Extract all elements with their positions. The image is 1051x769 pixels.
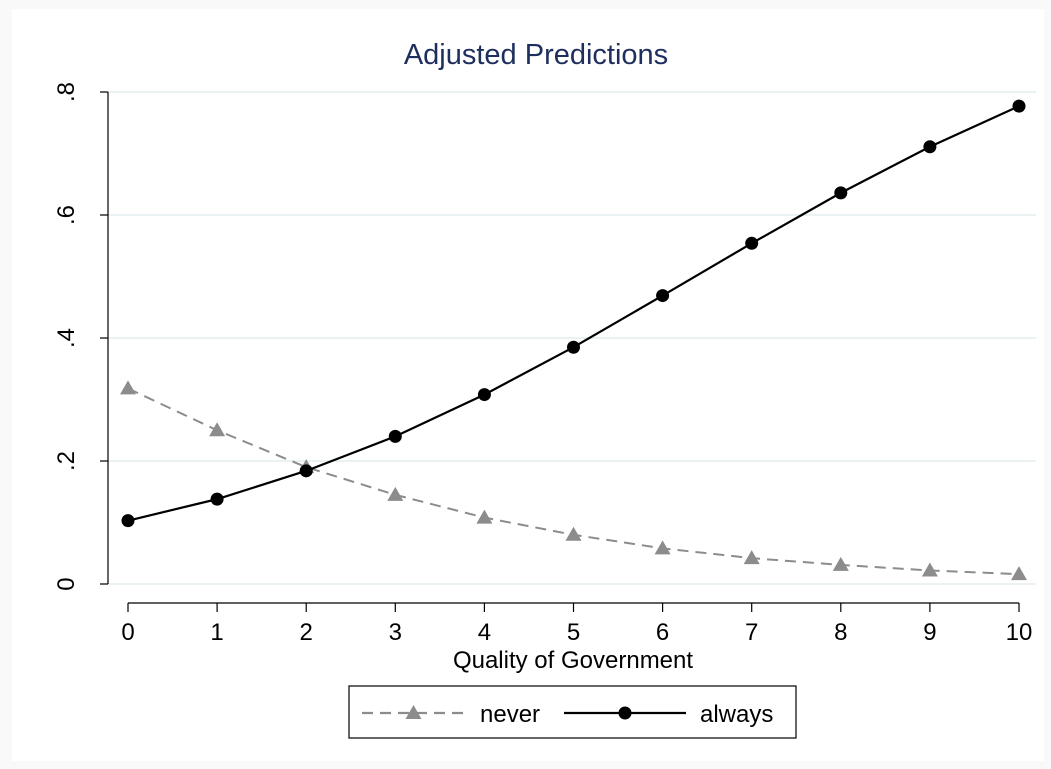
axes: 0 .2 .4 .6 .8 0 1 2 3 4 5 6 7 8 9 10 (53, 82, 1032, 646)
x-tick-label: 8 (834, 619, 847, 646)
data-point-never (476, 509, 493, 524)
data-point-never (743, 550, 760, 565)
data-point-always (1012, 99, 1026, 113)
y-tick-label: .2 (53, 451, 80, 471)
data-point-always (834, 186, 848, 200)
x-tick-label: 9 (923, 619, 936, 646)
x-tick-label: 3 (389, 619, 402, 646)
legend-label-always: always (700, 701, 773, 728)
x-tick-label: 4 (478, 619, 491, 646)
data-point-always (210, 492, 224, 506)
legend: never always (348, 685, 797, 739)
data-point-never (209, 422, 226, 437)
legend-marker-always (618, 706, 632, 720)
y-tick-label: .4 (53, 328, 80, 348)
plot-background (12, 9, 1044, 761)
legend-label-never: never (480, 701, 540, 728)
data-point-always (656, 289, 670, 303)
data-point-never (832, 556, 849, 571)
data-point-always (121, 514, 135, 528)
x-tick-label: 2 (300, 619, 313, 646)
data-point-never (120, 380, 136, 395)
x-axis-title: Quality of Government (453, 647, 693, 674)
x-tick-label: 10 (1006, 619, 1033, 646)
data-point-never (387, 486, 404, 501)
series-layer (120, 99, 1027, 581)
x-tick-label: 5 (567, 619, 580, 646)
x-tick-label: 7 (745, 619, 758, 646)
legend-marker-never (405, 705, 422, 719)
data-point-always (388, 429, 402, 443)
series-never (120, 380, 1027, 581)
x-tick-label: 0 (121, 619, 134, 646)
x-tick-label: 1 (210, 619, 223, 646)
y-tick-label: .6 (53, 205, 80, 225)
data-point-never (654, 540, 671, 555)
data-point-never (565, 526, 582, 541)
grid (108, 91, 1036, 585)
data-point-never (921, 562, 938, 577)
data-point-always (745, 236, 759, 250)
data-point-never (1011, 566, 1027, 581)
series-always (121, 99, 1026, 528)
chart-title: Adjusted Predictions (404, 39, 668, 71)
data-point-always (477, 388, 491, 402)
data-point-always (923, 140, 937, 154)
data-point-always (567, 340, 580, 354)
x-tick-label: 6 (656, 619, 669, 646)
y-tick-label: .8 (53, 82, 80, 102)
data-point-always (299, 464, 313, 478)
y-tick-label: 0 (53, 577, 80, 590)
